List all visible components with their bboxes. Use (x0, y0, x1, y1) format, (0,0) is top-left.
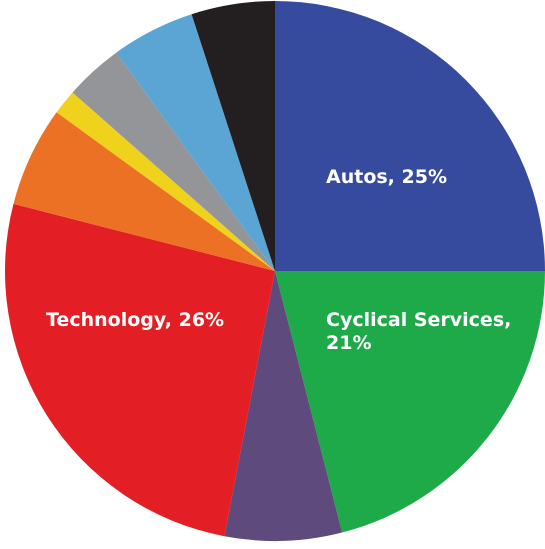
pie-labels: Autos, 25% Cyclical Services, 21% Technolog… (46, 166, 511, 354)
pie-slice-5 (56, 92, 275, 271)
pie-slice-4 (13, 112, 275, 271)
pie-slice-8 (191, 1, 275, 271)
pie-slice-6 (72, 52, 275, 271)
pie-slices (4, 1, 545, 542)
pie-slice-1 (275, 271, 545, 533)
pie-slice-label-1: Cyclical Services, 21% (326, 309, 511, 354)
pie-slice-7 (116, 14, 275, 272)
pie-slice-label-0: Autos, 25% (326, 166, 447, 188)
pie-slice-label-3: Technology, 26% (46, 309, 224, 331)
pie-slice-2 (224, 271, 343, 542)
pie-slice-3 (4, 203, 275, 537)
pie-slice-0 (275, 1, 545, 271)
